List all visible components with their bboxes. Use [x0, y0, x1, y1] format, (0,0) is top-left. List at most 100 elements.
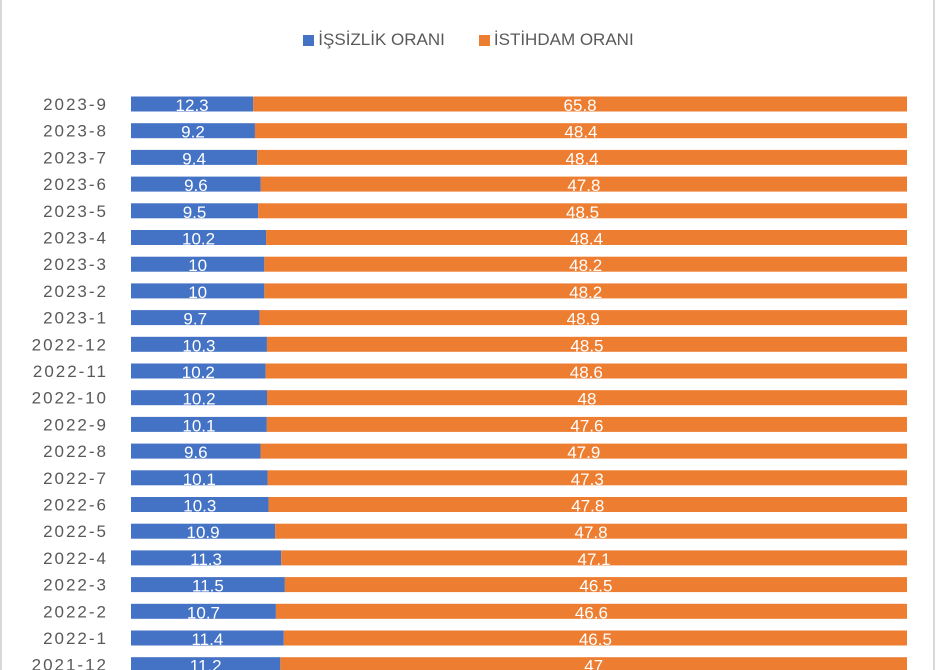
data-label-unemployment: 10.3 [182, 336, 215, 355]
data-label-unemployment: 11.4 [191, 630, 223, 649]
bar-employment [259, 310, 907, 326]
bar-employment [267, 470, 907, 486]
data-label-employment: 48.2 [569, 256, 602, 275]
data-label-unemployment: 9.5 [183, 203, 207, 222]
data-label-unemployment: 10.9 [187, 523, 220, 542]
data-label-unemployment: 10.2 [182, 230, 215, 249]
bar-employment [275, 523, 907, 539]
bar-unemployment [131, 230, 267, 245]
data-label-unemployment: 10.1 [183, 470, 216, 489]
data-label-unemployment: 10 [188, 283, 207, 302]
bar-unemployment [131, 523, 276, 539]
data-label-unemployment: 10.2 [182, 363, 215, 382]
bar-employment [253, 96, 908, 112]
legend-label-unemployment: İŞSİZLİK ORANI [318, 30, 445, 49]
category-label: 2023-4 [43, 229, 108, 248]
bar-employment [283, 630, 907, 646]
data-label-employment: 47.8 [571, 497, 604, 516]
bar-employment [254, 123, 907, 139]
chart-legend: İŞSİZLİK ORANI İSTİHDAM ORANI [0, 30, 937, 50]
category-label: 2022-9 [43, 415, 108, 434]
category-label: 2023-9 [43, 95, 108, 114]
bar-unemployment [131, 470, 268, 486]
category-label: 2022-4 [43, 549, 108, 568]
data-label-unemployment: 11.5 [192, 577, 224, 596]
data-label-unemployment: 10.7 [187, 603, 220, 622]
bar-employment [258, 203, 907, 219]
bar-unemployment [131, 603, 276, 619]
bar-unemployment [131, 96, 254, 112]
bar-unemployment [131, 176, 261, 192]
bar-employment [275, 603, 908, 619]
category-label: 2023-8 [43, 122, 108, 141]
data-label-unemployment: 11.3 [190, 550, 222, 569]
category-label: 2021-12 [32, 656, 108, 670]
bar-employment [260, 443, 908, 459]
data-label-employment: 47.1 [578, 550, 611, 569]
bar-unemployment [131, 577, 285, 593]
bar-employment [264, 283, 907, 299]
data-label-unemployment: 9.2 [181, 123, 205, 142]
data-label-unemployment: 9.6 [184, 176, 208, 195]
data-label-employment: 48.4 [564, 123, 597, 142]
bar-unemployment [131, 416, 267, 432]
bar-employment [265, 363, 907, 379]
category-label: 2023-7 [43, 148, 108, 167]
bar-employment [264, 256, 907, 272]
category-label: 2022-11 [33, 362, 108, 381]
category-label: 2022-7 [43, 469, 108, 488]
legend-swatch-unemployment [303, 34, 315, 46]
data-label-employment: 47.6 [570, 416, 603, 435]
bar-unemployment [131, 256, 265, 272]
data-label-unemployment: 10.2 [182, 390, 215, 409]
category-label: 2023-1 [43, 309, 108, 328]
bar-employment [266, 230, 908, 245]
category-label: 2023-3 [43, 255, 108, 274]
data-label-employment: 46.6 [575, 603, 608, 622]
data-label-employment: 48.4 [570, 230, 603, 249]
category-label: 2022-6 [43, 496, 108, 515]
bar-unemployment [131, 630, 284, 646]
bar-unemployment [131, 657, 281, 670]
category-label: 2023-2 [43, 282, 108, 301]
bar-employment [260, 176, 908, 192]
bar-unemployment [131, 310, 260, 326]
data-label-employment: 47.3 [571, 470, 604, 489]
bar-unemployment [131, 203, 259, 219]
bar-employment [268, 497, 907, 512]
bar-unemployment [131, 149, 258, 165]
bar-unemployment [131, 390, 267, 406]
data-label-unemployment: 10.1 [182, 416, 215, 435]
data-label-employment: 47 [584, 657, 603, 670]
legend-swatch-employment [478, 34, 490, 46]
data-label-employment: 65.8 [564, 96, 597, 115]
data-label-unemployment: 10 [188, 256, 207, 275]
bar-employment [266, 416, 907, 432]
data-label-employment: 48.2 [569, 283, 602, 302]
category-label: 2023-6 [43, 175, 108, 194]
data-label-employment: 46.5 [579, 577, 612, 596]
bar-unemployment [131, 497, 269, 512]
bar-employment [266, 336, 907, 352]
category-label: 2022-2 [43, 602, 108, 621]
bar-employment [257, 149, 907, 165]
data-label-unemployment: 10.3 [183, 497, 216, 516]
data-label-employment: 48 [578, 390, 597, 409]
bar-unemployment [131, 550, 282, 566]
category-label: 2022-12 [32, 335, 108, 354]
data-label-employment: 48.4 [566, 149, 599, 168]
bar-unemployment [131, 283, 265, 299]
data-label-employment: 47.8 [575, 523, 608, 542]
legend-item-employment: İSTİHDAM ORANI [478, 30, 634, 50]
data-label-employment: 48.5 [570, 336, 603, 355]
category-label: 2022-1 [43, 629, 108, 648]
data-label-unemployment: 9.6 [184, 443, 208, 462]
category-label: 2022-8 [43, 442, 108, 461]
data-label-unemployment: 11.2 [190, 657, 222, 670]
bar-unemployment [131, 336, 267, 352]
bar-employment [281, 550, 907, 566]
bar-employment [267, 390, 907, 406]
category-label: 2022-3 [43, 576, 108, 595]
